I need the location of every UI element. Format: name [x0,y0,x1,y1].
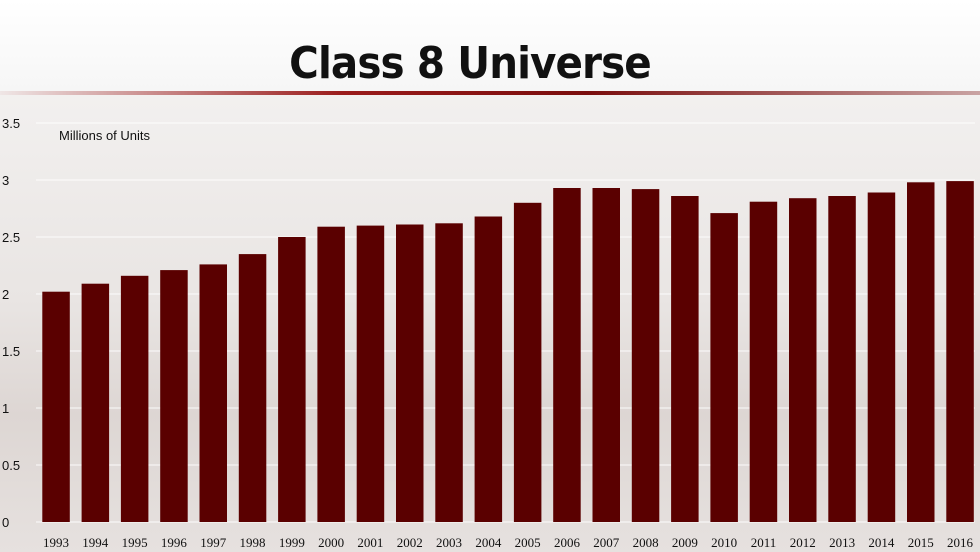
bar [946,181,974,522]
bar [42,291,70,522]
bar [631,189,660,522]
x-tick-label: 1994 [82,535,109,550]
bar [120,275,149,522]
bar [160,270,188,522]
bar [671,196,699,522]
x-tick-label: 1996 [161,535,188,550]
bar [317,226,345,522]
y-tick-label: 1.5 [2,344,20,359]
y-tick-label: 3.5 [2,116,20,131]
y-tick-label: 2 [2,287,9,302]
y-tick-label: 1 [2,401,9,416]
bar [435,223,463,523]
bar [513,202,542,523]
bar [278,237,306,522]
x-tick-label: 2008 [633,535,659,550]
x-tick-label: 1997 [200,535,227,550]
bar [828,196,856,522]
y-tick-label: 0 [2,515,9,530]
x-tick-label: 2000 [318,535,344,550]
y-tick-label: 3 [2,173,9,188]
x-tick-label: 2001 [357,535,383,550]
x-tick-label: 2005 [515,535,541,550]
x-tick-label: 2006 [554,535,581,550]
bar [238,254,267,522]
bar [907,182,935,523]
x-tick-label: 2011 [751,535,777,550]
title-divider [0,91,980,95]
x-tick-label: 2014 [868,535,895,550]
bar [474,216,503,522]
bar [592,188,620,522]
x-tick-label: 1999 [279,535,305,550]
x-tick-label: 2004 [475,535,502,550]
y-tick-label: 0.5 [2,458,20,473]
x-tick-label: 2015 [908,535,934,550]
bar [749,201,778,522]
y-tick-label: 2.5 [2,230,20,245]
bar [199,264,227,522]
x-tick-label: 2010 [711,535,737,550]
x-tick-label: 2012 [790,535,816,550]
x-tick-label: 1998 [240,535,266,550]
x-tick-label: 2013 [829,535,855,550]
bar [867,192,896,522]
bar [553,188,581,522]
bar [396,224,424,522]
x-tick-label: 2002 [397,535,423,550]
x-tick-label: 1993 [43,535,69,550]
bar [356,225,385,522]
x-tick-label: 2003 [436,535,462,550]
x-tick-label: 1995 [122,535,148,550]
bar [81,283,110,522]
x-tick-label: 2007 [593,535,620,550]
slide-header-background [0,0,980,92]
x-tick-label: 2016 [947,535,974,550]
bar [789,198,817,522]
bar [710,213,738,522]
x-tick-label: 2009 [672,535,698,550]
slide-title: Class 8 Universe [289,38,652,89]
y-axis-label: Millions of Units [59,128,151,143]
